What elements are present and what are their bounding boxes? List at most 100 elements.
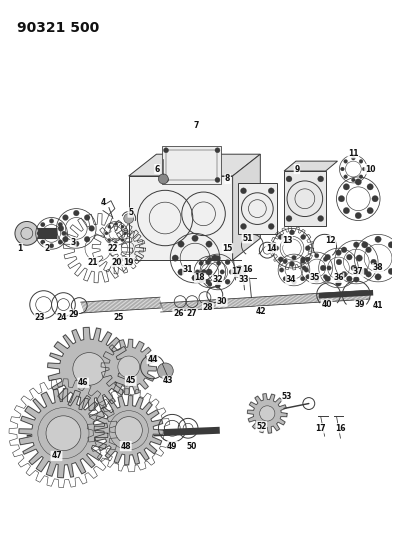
Circle shape: [344, 159, 348, 163]
Circle shape: [301, 259, 305, 263]
Text: 49: 49: [167, 441, 178, 450]
Text: 22: 22: [108, 244, 118, 253]
Circle shape: [336, 280, 341, 286]
Circle shape: [359, 159, 363, 163]
Circle shape: [208, 282, 212, 287]
Text: 16: 16: [335, 424, 346, 433]
Circle shape: [58, 222, 63, 227]
Circle shape: [362, 241, 368, 248]
Circle shape: [41, 222, 45, 227]
Circle shape: [346, 254, 352, 260]
Text: 11: 11: [348, 149, 359, 158]
Circle shape: [283, 259, 288, 263]
Polygon shape: [284, 161, 338, 171]
Bar: [129, 176, 232, 260]
Text: 30: 30: [216, 297, 227, 306]
Text: 5: 5: [128, 208, 133, 217]
Text: 29: 29: [68, 310, 78, 319]
Circle shape: [343, 207, 349, 214]
Circle shape: [164, 177, 169, 182]
Circle shape: [318, 176, 323, 182]
Polygon shape: [247, 394, 287, 433]
Text: 17: 17: [315, 424, 326, 433]
Circle shape: [351, 265, 357, 271]
Circle shape: [73, 241, 79, 247]
Circle shape: [208, 257, 212, 262]
Text: 27: 27: [187, 309, 197, 318]
Circle shape: [215, 177, 220, 182]
Text: 90321 500: 90321 500: [17, 21, 99, 35]
Circle shape: [84, 215, 90, 221]
Circle shape: [205, 279, 210, 284]
Circle shape: [63, 237, 68, 242]
Circle shape: [236, 269, 243, 275]
Text: 14: 14: [266, 244, 277, 253]
Circle shape: [283, 277, 288, 281]
Circle shape: [366, 247, 372, 253]
Text: 19: 19: [123, 257, 134, 266]
Circle shape: [305, 246, 310, 251]
Polygon shape: [48, 327, 131, 410]
Circle shape: [158, 363, 173, 379]
Polygon shape: [101, 339, 156, 394]
Text: 12: 12: [325, 236, 336, 245]
Circle shape: [301, 235, 306, 239]
Circle shape: [164, 148, 169, 153]
Circle shape: [89, 225, 95, 231]
Text: 7: 7: [193, 121, 199, 130]
Text: 40: 40: [322, 300, 332, 309]
Circle shape: [178, 241, 184, 247]
Text: 10: 10: [365, 165, 375, 174]
Circle shape: [306, 257, 310, 262]
Text: 47: 47: [51, 451, 62, 461]
Text: 38: 38: [373, 263, 383, 272]
Circle shape: [325, 276, 331, 281]
Circle shape: [323, 274, 328, 279]
Circle shape: [362, 167, 366, 171]
Text: 41: 41: [373, 301, 383, 310]
Circle shape: [192, 235, 198, 241]
Circle shape: [63, 215, 68, 221]
Text: 36: 36: [333, 273, 344, 282]
Text: 51: 51: [242, 234, 253, 243]
Circle shape: [304, 268, 309, 272]
Text: 32: 32: [212, 276, 223, 285]
Text: 28: 28: [203, 303, 213, 312]
Circle shape: [121, 238, 124, 241]
Text: 33: 33: [238, 276, 249, 285]
Circle shape: [356, 255, 362, 261]
Text: 48: 48: [121, 441, 131, 450]
Text: 50: 50: [187, 441, 197, 450]
Circle shape: [225, 260, 230, 265]
Circle shape: [268, 188, 274, 194]
Circle shape: [292, 255, 296, 260]
Text: 13: 13: [282, 236, 292, 245]
Circle shape: [366, 271, 372, 277]
Circle shape: [278, 257, 283, 262]
Circle shape: [301, 277, 305, 281]
Circle shape: [320, 265, 326, 271]
Circle shape: [346, 276, 352, 281]
Text: 31: 31: [183, 265, 193, 274]
Circle shape: [73, 210, 79, 216]
Text: 42: 42: [256, 307, 267, 316]
Bar: [238, 183, 277, 235]
Circle shape: [220, 270, 225, 274]
Circle shape: [302, 266, 307, 270]
Circle shape: [336, 259, 342, 265]
Bar: [166, 150, 217, 180]
Circle shape: [84, 237, 90, 242]
Text: 34: 34: [286, 276, 296, 285]
Circle shape: [286, 215, 292, 222]
Circle shape: [341, 271, 347, 277]
Text: 37: 37: [353, 268, 364, 277]
Text: 39: 39: [355, 300, 366, 309]
Circle shape: [205, 260, 210, 265]
Polygon shape: [94, 395, 164, 465]
Circle shape: [362, 268, 368, 274]
Text: 6: 6: [155, 165, 160, 174]
Circle shape: [240, 223, 247, 229]
Circle shape: [336, 250, 341, 255]
Circle shape: [278, 235, 283, 239]
Circle shape: [41, 240, 45, 244]
